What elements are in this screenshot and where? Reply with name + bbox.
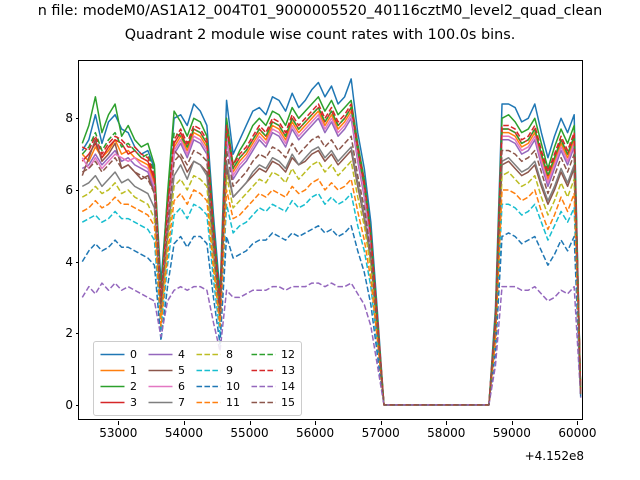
- legend-entry-4[interactable]: 4: [148, 347, 185, 362]
- x-tick-label: 56000: [296, 426, 335, 440]
- legend-swatch-7: [148, 401, 173, 404]
- legend-swatch-2: [100, 385, 125, 388]
- legend-entry-11[interactable]: 11: [196, 395, 240, 410]
- series-line-15: [81, 135, 582, 406]
- legend-swatch-12: [251, 353, 276, 356]
- legend-label-14: 14: [281, 380, 295, 393]
- legend-label-9: 9: [226, 364, 233, 377]
- legend-label-12: 12: [281, 348, 295, 361]
- x-tick-label: 55000: [230, 426, 269, 440]
- y-tick-label: 4: [65, 254, 73, 269]
- y-tick-label: 0: [65, 397, 73, 412]
- x-tick-mark: [118, 421, 120, 425]
- legend-label-15: 15: [281, 396, 295, 409]
- legend-label-10: 10: [226, 380, 240, 393]
- x-tick-label: 54000: [164, 426, 204, 440]
- legend-entry-0[interactable]: 0: [100, 347, 137, 362]
- legend-label-13: 13: [281, 364, 295, 377]
- legend-swatch-13: [251, 369, 276, 372]
- x-tick-label: 57000: [361, 426, 400, 440]
- y-tick-mark: [75, 333, 79, 335]
- series-line-9: [81, 192, 582, 406]
- legend-entry-9[interactable]: 9: [196, 363, 240, 378]
- legend-entry-7[interactable]: 7: [148, 395, 185, 410]
- x-tick-mark: [577, 421, 579, 425]
- legend-swatch-5: [148, 369, 173, 372]
- legend-entry-8[interactable]: 8: [196, 347, 240, 362]
- series-line-10: [81, 225, 582, 406]
- y-tick-mark: [75, 189, 79, 191]
- legend-label-7: 7: [178, 396, 185, 409]
- x-tick-mark: [249, 421, 251, 425]
- legend-swatch-6: [148, 385, 173, 388]
- legend-entry-12[interactable]: 12: [251, 347, 295, 362]
- legend-entry-3[interactable]: 3: [100, 395, 137, 410]
- legend-swatch-11: [196, 401, 221, 404]
- legend-label-2: 2: [130, 380, 137, 393]
- series-line-12: [81, 106, 582, 406]
- legend-entry-14[interactable]: 14: [251, 379, 295, 394]
- figure-suptitle: n file: modeM0/AS1A12_004T01_9000005520_…: [37, 3, 603, 19]
- x-tick-label: 58000: [427, 426, 466, 440]
- x-tick-mark: [380, 421, 382, 425]
- legend-swatch-3: [100, 401, 125, 404]
- x-tick-mark: [446, 421, 448, 425]
- legend-label-1: 1: [130, 364, 137, 377]
- y-tick-label: 6: [65, 182, 73, 197]
- legend-entry-10[interactable]: 10: [196, 379, 240, 394]
- legend-entry-13[interactable]: 13: [251, 363, 295, 378]
- y-tick-mark: [75, 261, 79, 263]
- x-tick-label: 53000: [99, 426, 138, 440]
- x-tick-mark: [315, 421, 317, 425]
- x-tick-mark: [183, 421, 185, 425]
- legend-swatch-4: [148, 353, 173, 356]
- legend-entry-15[interactable]: 15: [251, 395, 295, 410]
- y-tick-label: 2: [65, 326, 73, 341]
- legend-swatch-15: [251, 401, 276, 404]
- legend-label-11: 11: [226, 396, 240, 409]
- legend-label-4: 4: [178, 348, 185, 361]
- x-tick-label: 59000: [492, 426, 531, 440]
- legend-swatch-14: [251, 385, 276, 388]
- legend-entry-5[interactable]: 5: [148, 363, 185, 378]
- axes-title: Quadrant 2 module wise count rates with …: [124, 27, 516, 43]
- legend-swatch-0: [100, 353, 125, 356]
- series-line-14: [81, 282, 582, 406]
- x-axis-offset-label: +4.152e8: [524, 449, 584, 463]
- legend-entry-2[interactable]: 2: [100, 379, 137, 394]
- legend-label-8: 8: [226, 348, 233, 361]
- legend-grid: 0 1 2 3 4 5 6 7 8 9 10 11 12 13 14 15: [100, 347, 295, 410]
- legend-swatch-8: [196, 353, 221, 356]
- legend-swatch-9: [196, 369, 221, 372]
- x-tick-mark: [511, 421, 513, 425]
- legend-entry-6[interactable]: 6: [148, 379, 185, 394]
- legend-swatch-10: [196, 385, 221, 388]
- y-tick-label: 8: [65, 111, 73, 126]
- legend-swatch-1: [100, 369, 125, 372]
- legend-label-5: 5: [178, 364, 185, 377]
- x-tick-label: 60000: [558, 426, 597, 440]
- legend[interactable]: 0 1 2 3 4 5 6 7 8 9 10 11 12 13 14 15: [93, 341, 302, 416]
- legend-label-0: 0: [130, 348, 137, 361]
- series-line-11: [81, 178, 582, 406]
- legend-entry-1[interactable]: 1: [100, 363, 137, 378]
- chart-lines: [81, 78, 582, 406]
- y-tick-mark: [75, 404, 79, 406]
- legend-label-3: 3: [130, 396, 137, 409]
- y-tick-mark: [75, 118, 79, 120]
- legend-label-6: 6: [178, 380, 185, 393]
